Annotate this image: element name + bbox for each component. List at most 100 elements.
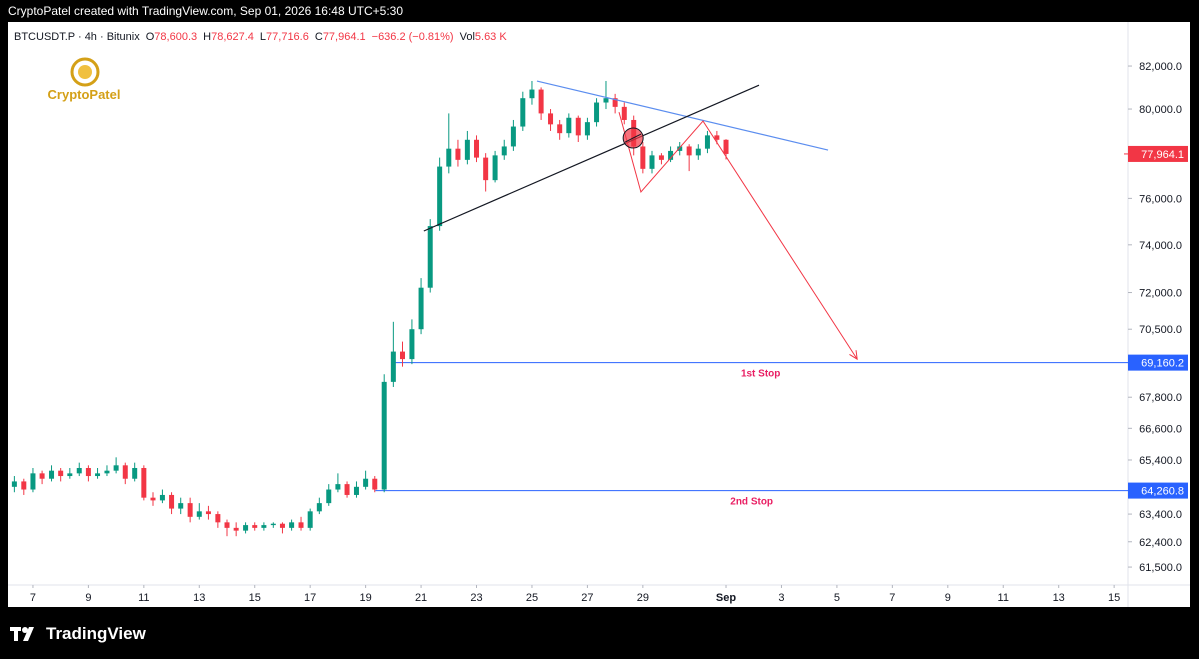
candle-body (335, 484, 341, 490)
candle-body (85, 467, 91, 477)
candle-body (353, 486, 359, 495)
logo-part (23, 627, 34, 641)
candle-body (437, 166, 443, 227)
candle-body (492, 155, 498, 181)
ohlc-label: O (145, 31, 155, 43)
candle-body (215, 514, 221, 523)
x-tick-label: 25 (526, 592, 538, 604)
logo-part (22, 627, 28, 633)
ohlc-value: 78,600.3 (154, 31, 198, 43)
x-tick-label: 23 (470, 592, 482, 604)
candle-body (612, 98, 618, 107)
x-tick-label: 29 (637, 592, 649, 604)
candle-body (677, 146, 683, 151)
x-tick-label: 7 (30, 592, 36, 604)
y-tick-label: 80,000.0 (1139, 104, 1182, 116)
candle-body (307, 511, 313, 528)
candle-body (159, 494, 165, 501)
candle-body (104, 470, 110, 474)
x-tick-label: 3 (778, 592, 784, 604)
candle-body (501, 146, 507, 156)
candle-body (520, 98, 526, 127)
candle-body (455, 148, 461, 160)
candle-body (141, 467, 147, 498)
caption: CryptoPatel created with TradingView.com… (8, 4, 404, 18)
x-tick-label: 15 (249, 592, 261, 604)
breakdown-marker-cross (624, 133, 642, 143)
projection-arrowhead (849, 350, 858, 361)
x-tick-label: 7 (889, 592, 895, 604)
y-tick-label: 82,000.0 (1139, 61, 1182, 73)
y-tick-label: 61,500.0 (1139, 562, 1182, 574)
ohlc-value: 78,627.4 (211, 31, 254, 43)
trendline (423, 84, 760, 232)
candle-body (464, 139, 470, 160)
candle-body (372, 478, 378, 490)
candle-body (67, 473, 73, 477)
price-tag (1128, 482, 1188, 499)
candle-body (538, 89, 544, 114)
x-tick-label: 11 (138, 592, 149, 604)
candle-body (390, 351, 396, 382)
candle-body (243, 525, 249, 531)
candle-body (196, 511, 202, 517)
candle-body (603, 98, 609, 103)
candle-body (178, 503, 184, 509)
y-tick-label: 63,400.0 (1139, 509, 1182, 521)
x-tick-label: Sep (716, 592, 736, 604)
candle-body (76, 467, 82, 474)
candle-body (714, 135, 720, 140)
candle-body (279, 523, 285, 528)
y-tick-label: 74,000.0 (1139, 240, 1182, 252)
volume-label: Vol (459, 31, 475, 43)
candle-body (326, 489, 332, 504)
candle-body (205, 511, 211, 515)
candle-body (298, 522, 304, 528)
stop-level-text: 1st Stop (741, 369, 780, 380)
price-tag-label: 69,160.2 (1141, 358, 1184, 370)
candle-body (49, 470, 55, 479)
x-tick-label: 27 (581, 592, 593, 604)
candle-body (344, 484, 350, 495)
logo-part (14, 627, 18, 641)
candle-body (399, 351, 405, 360)
x-tick-label: 15 (1108, 592, 1120, 604)
footer-text: TradingView (46, 624, 146, 643)
candle-body (381, 381, 387, 490)
candle-body (30, 473, 36, 490)
candle-body (658, 155, 664, 160)
x-tick-label: 17 (304, 592, 316, 604)
price-tag (1128, 145, 1188, 162)
candle-body (566, 117, 572, 134)
candle-body (21, 481, 27, 490)
candle-body (427, 226, 433, 288)
candle-body (169, 494, 175, 509)
y-tick-label: 62,400.0 (1139, 537, 1182, 549)
ohlc-legend: BTCUSDT.P · 4h · Bitunix O 78,600.3 H 78,6… (14, 31, 507, 43)
ohlc-value: 77,716.6 (266, 31, 309, 43)
candle-body (483, 157, 489, 181)
candle-body (409, 329, 415, 360)
candle-body (187, 503, 193, 517)
x-tick-label: 9 (85, 592, 91, 604)
footer-logo-icon (10, 627, 34, 641)
trendline (536, 80, 829, 151)
candle-body (649, 155, 655, 169)
price-tag (1128, 354, 1188, 371)
ohlc-label: H (203, 31, 212, 43)
candle-body (233, 527, 239, 531)
y-tick-label: 67,800.0 (1139, 392, 1182, 404)
x-tick-label: 13 (193, 592, 205, 604)
candle-body (704, 135, 710, 149)
candle-body (594, 102, 600, 123)
candle-body (132, 467, 138, 479)
ohlc-value: 77,964.1 (322, 31, 366, 43)
candle-body (261, 525, 267, 528)
candle-body (723, 139, 729, 154)
candle-body (529, 89, 535, 99)
logo-icon-core (78, 65, 92, 79)
candle-body (95, 473, 101, 477)
y-tick-label: 65,400.0 (1139, 455, 1182, 467)
